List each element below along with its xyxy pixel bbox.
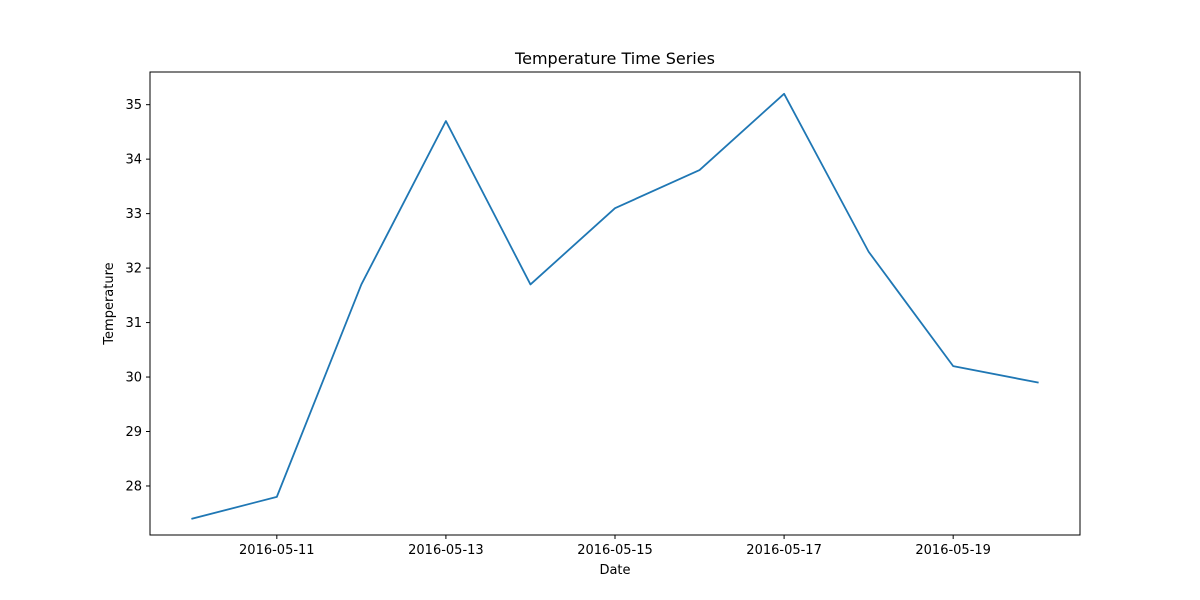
y-tick-label: 30 — [125, 371, 142, 386]
x-axis: 2016-05-11 2016-05-13 2016-05-15 2016-05-17… — [239, 535, 991, 558]
chart-title: Temperature Time Series — [514, 49, 715, 68]
y-tick-label: 29 — [125, 425, 142, 440]
y-tick-label: 28 — [125, 479, 142, 494]
y-axis: 28 29 30 31 32 33 34 35 — [125, 98, 150, 494]
y-tick-label: 34 — [125, 153, 142, 168]
y-tick-label: 33 — [125, 207, 142, 222]
y-axis-label: Temperature — [102, 262, 117, 345]
x-tick-label: 2016-05-11 — [239, 543, 315, 558]
x-tick-label: 2016-05-17 — [746, 543, 822, 558]
x-tick-label: 2016-05-19 — [915, 543, 991, 558]
y-tick-label: 35 — [125, 98, 142, 113]
x-tick-label: 2016-05-13 — [408, 543, 484, 558]
y-tick-label: 31 — [125, 316, 142, 331]
y-tick-label: 32 — [125, 262, 142, 277]
x-tick-label: 2016-05-15 — [577, 543, 653, 558]
series-layer — [191, 92, 1039, 520]
series-line — [191, 92, 1039, 520]
x-axis-label: Date — [599, 563, 630, 578]
plot-frame — [149, 71, 1081, 536]
